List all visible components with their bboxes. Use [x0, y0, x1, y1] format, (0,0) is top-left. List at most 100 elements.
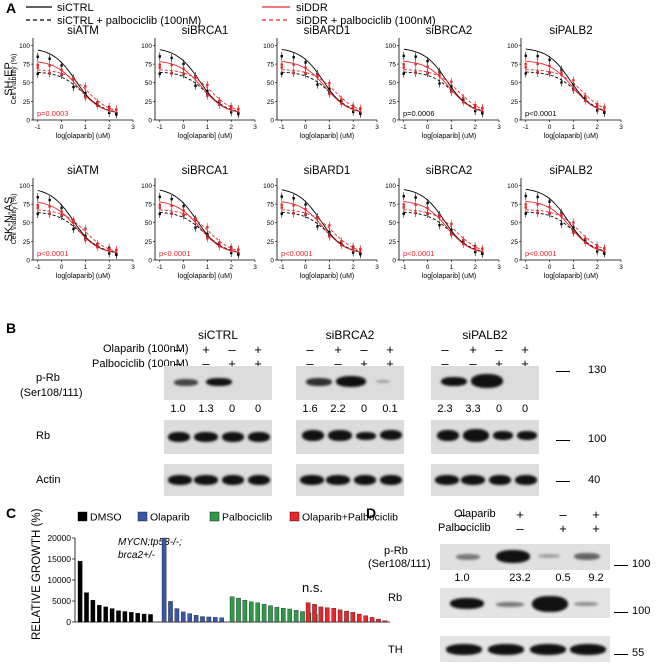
panelC-y-tick-label: 0 [66, 617, 71, 627]
y-tick-label: 0 [148, 258, 152, 265]
bar-olaparib-palbociclib [337, 609, 343, 623]
data-point [170, 63, 173, 67]
data-point [60, 68, 63, 72]
data-point [536, 62, 539, 66]
panelB-quantification: 1.3 [198, 403, 214, 415]
panelB-palbociclib-sign: + [254, 356, 262, 371]
y-tick-label: 50 [23, 220, 31, 227]
panelD-palbociclib-sign: + [559, 521, 567, 536]
data-point [36, 72, 39, 76]
data-point [280, 66, 283, 69]
data-point [72, 227, 75, 231]
data-point [182, 62, 185, 66]
data-point [548, 200, 551, 203]
data-point [48, 205, 51, 208]
bar-olaparib [181, 611, 186, 623]
data-point [340, 240, 343, 243]
panelB-olaparib-sign: – [495, 342, 503, 357]
data-point [115, 113, 118, 116]
p-value: p<0.0001 [159, 249, 191, 258]
panelD-quantification: 23.2 [509, 572, 531, 584]
panelB-rb-label: Rb [36, 430, 51, 442]
x-tick-label: 0 [426, 264, 430, 271]
panelD-prb-label-2: (Ser108/111) [368, 558, 431, 570]
panelB-actin-label: Actin [36, 474, 61, 486]
data-point [426, 59, 429, 63]
data-point [481, 106, 484, 110]
x-tick-label: -1 [401, 124, 407, 131]
x-tick-label: -1 [35, 264, 41, 271]
p-value: p<0.0001 [403, 249, 435, 258]
dose-response-panel: siATM 0 25 50 75 100 -1 0 1 2 3 log[olaparib] (uM) C… [11, 165, 135, 280]
bar-palbociclib [268, 605, 273, 623]
panelD-quantification: 0.5 [555, 572, 571, 584]
y-tick-label: 25 [511, 99, 519, 106]
panelD-prb-blot [440, 544, 610, 570]
x-tick-label: 2 [473, 264, 477, 271]
panelD-olaparib-sign: + [592, 507, 600, 522]
p-value: p<0.0001 [525, 249, 557, 258]
data-point [572, 226, 575, 229]
bar-olaparib-palbociclib [318, 606, 324, 623]
panelD-palbociclib-sign: – [458, 521, 466, 536]
y-tick-label: 50 [389, 220, 397, 227]
bar-olaparib [187, 613, 192, 623]
panel-title: siPALB2 [549, 165, 592, 177]
panelB-quantification: 0 [228, 403, 236, 415]
y-tick-label: 0 [270, 258, 274, 265]
data-point [182, 67, 185, 70]
data-point [292, 197, 295, 200]
bar-olaparib [200, 616, 205, 623]
data-point [426, 65, 429, 68]
y-tick-label: 50 [145, 220, 153, 227]
panelB-olaparib-sign: – [174, 342, 182, 357]
data-point [158, 212, 161, 216]
cell-line-label-0: SH-EP [3, 62, 15, 96]
x-tick-label: 2 [107, 124, 111, 131]
panelC-bar-chart: RELATIVE GROWTH (%) MYCN;tp53-/-; brca2+… [31, 508, 398, 640]
fit-curve [403, 71, 483, 112]
panelB-marker-130-tick [556, 371, 570, 372]
dose-response-panel: siBARD1 0 25 50 75 100 -1 0 1 2 3 log[olaparib] (uM… [263, 165, 379, 280]
data-point [340, 98, 343, 101]
panelB-group-name: siCTRL [197, 328, 239, 342]
panelC-annotation-1: MYCN;tp53-/-; [118, 537, 182, 548]
panelB-olaparib-label: Olaparib (100nM) [103, 343, 189, 355]
y-tick-label: 50 [511, 220, 519, 227]
data-point [572, 231, 575, 234]
x-tick-label: 0 [548, 124, 552, 131]
data-point [548, 71, 551, 74]
x-tick-label: -1 [157, 264, 163, 271]
panel-letter-a: A [6, 0, 16, 16]
panelD-rb-blot [440, 588, 610, 618]
y-tick-label: 100 [141, 43, 152, 50]
data-point [414, 71, 417, 75]
fit-curve [37, 212, 117, 253]
data-point [194, 84, 197, 88]
data-point [402, 212, 405, 215]
panelA-legend: siCTRL siCTRL + palbociclib (100nM) siDD… [26, 2, 436, 27]
data-point [481, 252, 484, 256]
data-point [572, 79, 575, 82]
y-tick-label: 50 [145, 80, 153, 87]
x-tick-label: 1 [328, 124, 332, 131]
data-point [462, 238, 465, 242]
data-point [194, 75, 197, 79]
dose-response-panel: siPALB2 0 25 50 75 100 -1 0 1 2 3 log[olaparib] (uM… [507, 25, 623, 140]
y-tick-label: 25 [23, 99, 31, 106]
data-point [340, 102, 343, 105]
panelB-quantification: 1.6 [302, 403, 318, 415]
x-axis-label: log[olaparib] (uM) [56, 273, 110, 280]
data-point [584, 95, 587, 98]
data-point [36, 206, 39, 209]
panelD-quantification: 9.2 [588, 572, 604, 584]
fit-curve [281, 211, 361, 253]
legend-sictrl-palbo: siCTRL + palbociclib (100nM) [57, 15, 201, 27]
data-point [158, 72, 161, 75]
y-tick-label: 100 [263, 183, 274, 190]
data-point [316, 83, 319, 86]
data-point [170, 72, 173, 75]
data-point [182, 213, 185, 216]
